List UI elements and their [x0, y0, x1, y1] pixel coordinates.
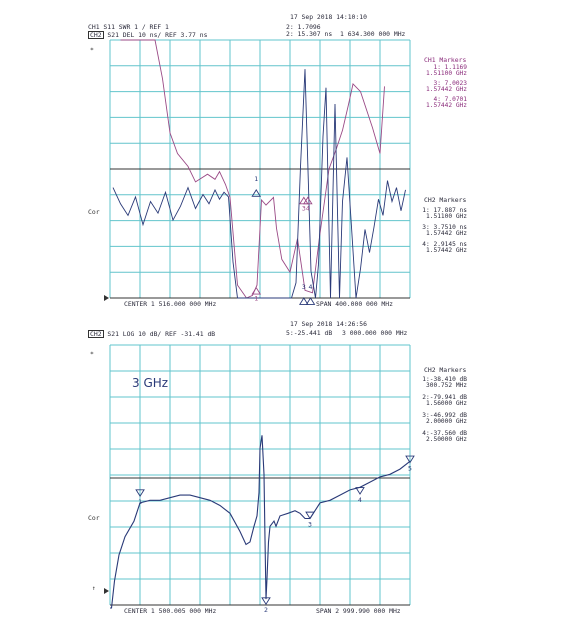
marker-readout-value: 2:-79.941 dB — [422, 394, 467, 401]
top-active-frequency: 1 634.300 000 MHz — [340, 30, 406, 38]
top-delay-trace — [112, 69, 406, 299]
top-ch2-box: CH2 — [88, 31, 104, 39]
top-ch1-settings: CH1 S11 SWR 1 / REF 1 — [88, 23, 169, 31]
marker-readout-frequency: 1.57442 GHz — [426, 230, 467, 237]
marker-readout-frequency: 1.57442 GHz — [426, 247, 467, 254]
top-ch1-marker-label-4: 4 — [306, 204, 310, 212]
top-active-marker-swr: 2: 1.7096 — [286, 23, 321, 31]
bottom-center-frequency: CENTER 1 500.005 000 MHz — [124, 607, 217, 615]
top-ch1-marker-3 — [299, 196, 309, 205]
top-ch2-marker-1 — [251, 189, 262, 197]
top-reference-arrow — [104, 295, 109, 301]
marker-readout-frequency: 2.50000 GHz — [426, 436, 467, 443]
bottom-marker-3 — [305, 511, 315, 520]
marker-readout-frequency: 300.752 MHz — [426, 382, 467, 389]
top-ch2-marker-label-3: 3 — [302, 283, 306, 291]
top-ch2-marker-label-1: 1 — [254, 175, 258, 183]
top-ch1-marker-label-3: 3 — [302, 204, 306, 212]
bottom-reference-arrow — [104, 588, 109, 594]
top-swr-trace — [120, 39, 385, 299]
top-ch2-text: S21 DEL 10 ns/ REF 3.77 ns — [107, 31, 208, 39]
bottom-marker-5 — [405, 455, 415, 464]
top-star-marker: * — [90, 46, 94, 54]
bottom-marker-1 — [135, 489, 145, 498]
top-ch2-markers-title: CH2 Markers — [424, 196, 467, 204]
marker-readout-value: 1: 17.887 ns — [422, 207, 467, 214]
bottom-annotation: 3 GHz — [132, 376, 169, 390]
marker-readout-value: 1:-38.410 dB — [422, 376, 467, 383]
top-cor-label: Cor — [88, 208, 100, 216]
top-datetime: 17 Sep 2018 14:10:10 — [290, 13, 367, 21]
bottom-datetime: 17 Sep 2018 14:26:56 — [290, 320, 367, 328]
top-ch2-marker-4 — [305, 297, 316, 305]
bottom-marker-label-3: 3 — [308, 521, 312, 529]
bottom-cor-label: Cor — [88, 514, 100, 522]
top-span: SPAN 400.000 000 MHz — [316, 300, 393, 308]
marker-readout-frequency: 1.57442 GHz — [426, 86, 467, 93]
marker-readout-value: 3: 7.0023 — [433, 80, 467, 87]
top-center-frequency: CENTER 1 516.000 000 MHz — [124, 300, 217, 308]
top-ch2-marker-3 — [299, 297, 309, 305]
marker-readout-frequency: 1.56000 GHz — [426, 400, 467, 407]
bottom-active-marker: 5:-25.441 dB — [286, 329, 333, 337]
marker-readout-frequency: 1.57442 GHz — [426, 102, 467, 109]
bottom-ch2-box: CH2 — [88, 330, 104, 338]
bottom-star-marker: * — [90, 350, 94, 358]
marker-readout-frequency: 1.51100 GHz — [426, 213, 467, 220]
bottom-ch2-text: S21 LOG 10 dB/ REF -31.41 dB — [107, 330, 216, 338]
top-active-marker-delay: 2: 15.307 ns — [286, 30, 333, 38]
marker-readout-frequency: 1.51100 GHz — [426, 70, 467, 77]
bottom-marker-label-4: 4 — [358, 496, 362, 504]
marker-readout-value: 3:-46.992 dB — [422, 412, 467, 419]
bottom-marker-label-2: 2 — [264, 606, 268, 614]
bottom-marker-2 — [261, 597, 271, 606]
bottom-marker-label-5: 5 — [408, 464, 412, 472]
bottom-ch2-markers-title: CH2 Markers — [424, 366, 467, 374]
top-ch2-settings: CH2 S21 DEL 10 ns/ REF 3.77 ns — [88, 31, 207, 39]
bottom-ch2-settings: CH2 S21 LOG 10 dB/ REF -31.41 dB — [88, 330, 215, 338]
marker-readout-value: 3: 3.7510 ns — [422, 224, 467, 231]
top-ch2-marker-label-4: 4 — [309, 283, 313, 291]
top-ch1-markers-title: CH1 Markers — [424, 56, 467, 64]
bottom-active-frequency: 3 000.000 000 MHz — [342, 329, 408, 337]
top-ch1-marker-label-1: 1 — [254, 295, 258, 303]
bottom-marker-label-1: 1 — [138, 498, 142, 506]
top-ch1-marker-1 — [251, 286, 262, 295]
bottom-log-trace — [110, 435, 411, 609]
marker-readout-value: 4: 2.9145 ns — [422, 241, 467, 248]
bottom-ref-arrow: ↑ — [92, 584, 96, 592]
marker-readout-frequency: 2.00000 GHz — [426, 418, 467, 425]
marker-readout-value: 4:-37.560 dB — [422, 430, 467, 437]
top-ch1-marker-4 — [303, 196, 313, 205]
bottom-span: SPAN 2 999.990 000 MHz — [316, 607, 401, 615]
bottom-marker-4 — [355, 487, 365, 495]
marker-readout-value: 4: 7.0701 — [433, 96, 467, 103]
marker-readout-value: 1: 1.1169 — [433, 64, 467, 71]
